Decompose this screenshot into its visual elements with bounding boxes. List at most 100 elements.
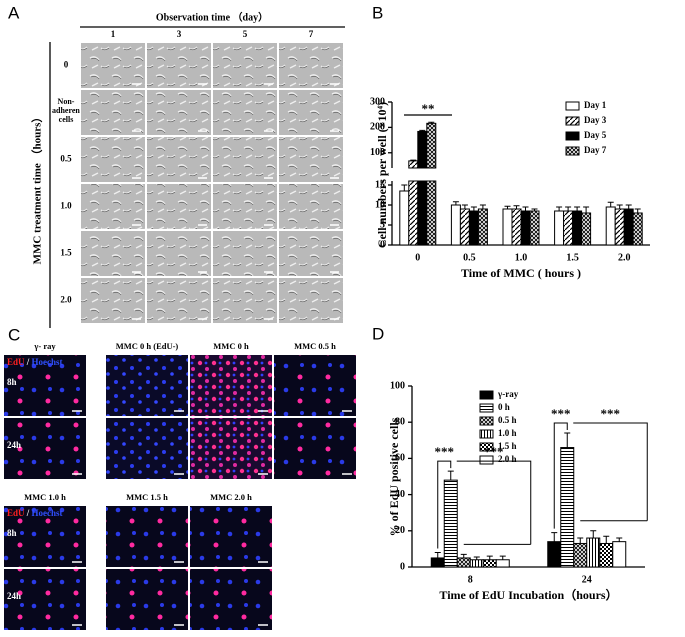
bar	[511, 208, 522, 246]
error-bar	[616, 537, 623, 542]
panel-letter: C	[8, 325, 20, 344]
y-tick-label: 15	[375, 179, 385, 190]
x-axis-label: Time of EdU Incubation（hours）	[439, 587, 617, 602]
bracket	[456, 460, 532, 545]
bar	[408, 180, 419, 246]
stain-label: Hoechst	[32, 508, 63, 518]
row-label: 0.5	[60, 154, 72, 164]
column-label: MMC 1.0 h	[24, 492, 66, 502]
x-tick-label: 1.5	[566, 252, 579, 263]
error-bar	[401, 184, 408, 191]
error-bar	[583, 206, 590, 213]
error-bar	[574, 206, 581, 211]
y-tick-label: 200	[370, 122, 385, 133]
y-tick-label: 20	[395, 525, 405, 536]
micrograph	[147, 231, 211, 276]
bar	[623, 208, 634, 246]
legend-label: 1.0 h	[498, 428, 517, 438]
x-tick-label: 0	[415, 252, 420, 263]
x-tick-label: 24	[582, 574, 592, 585]
stain-label: Hoechst	[32, 357, 63, 367]
micrograph	[213, 231, 277, 276]
row-axis-label: MMC treatment time （hours）	[31, 112, 44, 265]
fluorescence-image	[274, 355, 356, 416]
panel-a-title: Observation time （day）	[156, 10, 268, 23]
column-label: 5	[243, 29, 248, 39]
legend-label: γ-ray	[497, 389, 519, 399]
column-label: MMC 0.5 h	[294, 341, 336, 351]
bar	[612, 541, 627, 568]
micrograph	[279, 43, 343, 88]
bar	[573, 542, 588, 568]
bracket	[573, 422, 648, 521]
bar	[529, 210, 540, 246]
error-bar	[513, 205, 520, 209]
bar	[426, 180, 437, 246]
y-tick-label: 300	[370, 96, 385, 107]
legend-swatch	[479, 442, 494, 452]
y-tick-label: 100	[390, 380, 405, 391]
bracket	[437, 460, 452, 549]
error-bar	[556, 206, 563, 211]
error-bar	[616, 204, 623, 209]
column-label: MMC 0 h (EdU-)	[116, 341, 179, 351]
fluorescence-image	[4, 506, 86, 567]
legend-label: Day 7	[584, 145, 607, 155]
y-tick-label: 100	[370, 147, 385, 158]
legend-swatch	[565, 131, 580, 141]
micrograph	[213, 90, 277, 135]
bar	[459, 208, 470, 246]
row-label: 0	[64, 60, 69, 70]
error-bar	[452, 201, 459, 205]
error-bar	[434, 552, 441, 558]
micrograph	[279, 231, 343, 276]
bar	[554, 210, 565, 246]
legend-swatch	[565, 116, 580, 126]
y-tick-label: 80	[395, 416, 405, 427]
bar	[482, 559, 497, 568]
bar	[502, 208, 513, 246]
column-label: MMC 2.0 h	[210, 492, 252, 502]
row-label-box: Non-adherent cells	[52, 97, 80, 124]
error-bar	[522, 206, 529, 211]
y-axis-label: % of EdU positive cells	[387, 417, 401, 536]
legend-label: 1.5 h	[498, 441, 517, 451]
stain-label: /	[26, 357, 30, 367]
column-label: γ- ray	[33, 341, 56, 351]
legend-swatch	[479, 429, 494, 439]
fluorescence-image	[190, 418, 272, 479]
row-label: 1.5	[60, 248, 72, 258]
column-label: 1	[111, 29, 116, 39]
y-tick-label: 40	[395, 489, 405, 500]
micrograph	[81, 231, 145, 276]
x-tick-label: 2.0	[618, 252, 631, 263]
fluorescence-image	[190, 569, 272, 630]
bar	[560, 447, 575, 568]
bar	[417, 180, 428, 246]
bracket	[553, 422, 568, 529]
bar	[399, 190, 410, 246]
error-bar	[634, 208, 641, 213]
panel-a: 1 3 5 7 0 Non-adherent cells 0.5 1.0 1.5 2.0	[52, 29, 343, 323]
stain-legend: EdU / Hoechst	[7, 508, 63, 518]
micrograph	[147, 43, 211, 88]
x-tick-label: 8	[468, 574, 473, 585]
stain-label: EdU	[7, 508, 25, 518]
legend-swatch	[565, 146, 580, 156]
error-bar	[479, 204, 486, 209]
y-tick-label: 5	[380, 219, 385, 230]
legend-label: Day 3	[584, 115, 607, 125]
bar	[430, 557, 445, 568]
error-bar	[607, 201, 614, 207]
error-bar	[499, 555, 506, 560]
error-bar	[531, 208, 538, 211]
fluorescence-image	[106, 569, 188, 630]
micrograph	[147, 137, 211, 182]
micrograph	[81, 278, 145, 323]
panel-c: γ- ray MMC 0 h (EdU-) MMC 0 h MMC 0.5 h 8h 24…	[4, 341, 356, 630]
row-label: 24h	[7, 440, 21, 450]
panel-letter: A	[8, 3, 20, 22]
bar	[605, 206, 616, 246]
micrograph	[279, 184, 343, 229]
fluorescence-image	[106, 355, 188, 416]
